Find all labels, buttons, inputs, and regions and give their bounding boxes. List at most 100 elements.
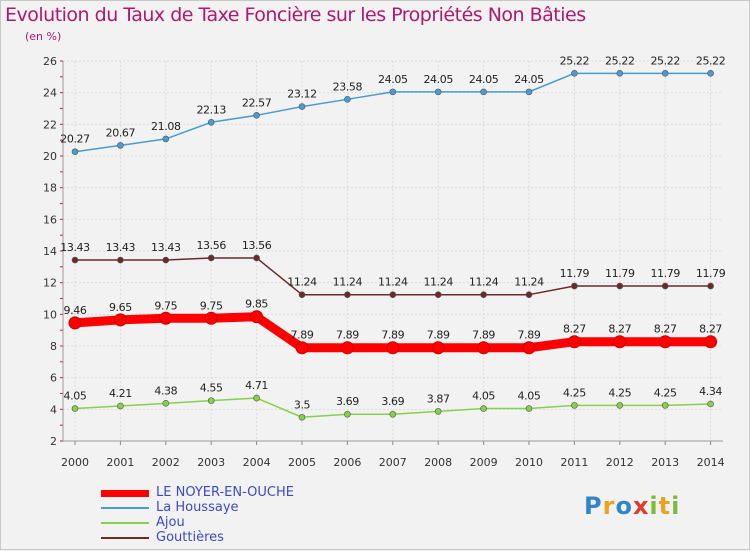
data-label: 13.43: [106, 241, 136, 254]
data-label: 7.89: [291, 329, 314, 342]
legend-label: LE NOYER-EN-OUCHE: [156, 485, 294, 500]
data-point: [253, 112, 260, 119]
data-point: [616, 282, 624, 290]
data-label: 4.21: [109, 387, 132, 400]
data-label: 8.27: [563, 323, 586, 336]
x-tick-label: 2010: [515, 456, 543, 469]
y-tick-label: 20: [43, 150, 57, 163]
data-point: [71, 148, 79, 156]
y-tick-label: 14: [43, 245, 57, 258]
data-point: [117, 256, 124, 264]
data-point: [525, 88, 533, 96]
legend-swatch: [101, 537, 149, 539]
data-label: 25.22: [650, 54, 680, 67]
data-label: 3.69: [381, 395, 404, 408]
data-label: 11.79: [560, 267, 590, 280]
data-point: [434, 88, 442, 96]
data-label: 25.22: [560, 54, 590, 67]
data-point: [298, 413, 306, 421]
data-label: 4.55: [200, 382, 223, 395]
data-point: [525, 405, 533, 412]
data-point: [162, 135, 170, 143]
legend-label: Gouttières: [156, 530, 224, 545]
legend-swatch: [101, 507, 149, 509]
data-point: [661, 402, 669, 409]
data-point: [117, 402, 124, 410]
x-tick-label: 2011: [560, 456, 588, 469]
data-label: 3.5: [294, 398, 311, 411]
logo-letter: r: [602, 492, 616, 520]
data-point: [71, 405, 79, 412]
x-tick-label: 2013: [651, 456, 679, 469]
legend-swatch: [101, 522, 149, 524]
data-label: 9.46: [64, 304, 87, 317]
y-axis-units: (en %): [25, 30, 62, 43]
data-point: [204, 311, 218, 325]
data-point: [707, 282, 714, 290]
x-tick-label: 2009: [470, 456, 498, 469]
data-label: 9.75: [200, 299, 223, 312]
data-point: [707, 70, 714, 77]
y-tick-label: 4: [50, 403, 57, 416]
data-point: [298, 103, 306, 110]
series-lines: [68, 70, 718, 421]
data-point: [571, 402, 578, 409]
data-point: [162, 256, 170, 264]
grid: [63, 60, 723, 442]
data-point: [298, 291, 306, 299]
data-label: 20.27: [60, 133, 90, 146]
proxiti-logo: Proxiti: [584, 492, 680, 520]
data-point: [434, 291, 442, 299]
data-label: 7.89: [518, 329, 541, 342]
data-point: [707, 400, 714, 408]
x-tick-label: 2000: [61, 456, 89, 469]
data-label: 11.24: [514, 276, 544, 289]
logo-letter: t: [658, 492, 672, 520]
data-label: 13.56: [196, 239, 226, 252]
logo-letter: P: [584, 492, 603, 520]
data-point: [389, 88, 397, 96]
data-label: 11.24: [469, 276, 499, 289]
data-label: 3.69: [336, 395, 359, 408]
data-point: [207, 254, 215, 262]
data-label: 9.75: [154, 299, 177, 312]
data-label: 13.56: [242, 239, 272, 252]
data-label: 24.05: [469, 73, 499, 86]
data-label: 22.13: [196, 103, 226, 116]
data-label: 7.89: [427, 329, 450, 342]
data-label: 3.87: [427, 392, 450, 405]
data-point: [661, 70, 669, 77]
data-label: 23.58: [333, 80, 363, 93]
y-tick-label: 2: [50, 435, 57, 448]
legend-swatch: [101, 490, 149, 497]
x-tick-label: 2014: [697, 456, 725, 469]
data-point: [613, 335, 627, 349]
data-label: 11.24: [287, 276, 317, 289]
x-tick-label: 2008: [424, 456, 452, 469]
data-point: [434, 408, 442, 415]
data-point: [661, 282, 669, 290]
data-point: [159, 311, 173, 325]
data-label: 8.27: [654, 323, 677, 336]
y-tick-label: 8: [50, 340, 57, 353]
data-point: [253, 394, 260, 402]
y-tick-label: 6: [50, 372, 57, 385]
data-label: 23.12: [287, 88, 317, 101]
data-point: [480, 88, 487, 96]
x-tick-label: 2001: [106, 456, 134, 469]
data-point: [389, 410, 397, 418]
y-tick-label: 24: [43, 87, 57, 100]
data-point: [522, 341, 536, 355]
data-point: [480, 291, 487, 299]
data-label: 11.24: [423, 276, 453, 289]
data-label: 24.05: [514, 73, 544, 86]
data-label: 11.79: [696, 267, 726, 280]
data-point: [207, 397, 215, 404]
data-point: [340, 341, 354, 355]
data-point: [704, 335, 718, 349]
data-label: 9.85: [245, 298, 268, 311]
y-tick-label: 10: [43, 308, 57, 321]
data-point: [571, 282, 578, 290]
